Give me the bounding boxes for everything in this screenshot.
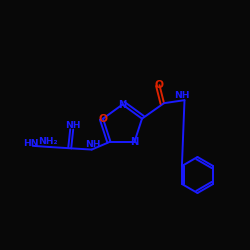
Text: NH: NH [85, 140, 100, 149]
Text: O: O [98, 114, 108, 124]
Text: N: N [118, 100, 127, 110]
Text: NH₂: NH₂ [38, 137, 58, 146]
Text: N: N [130, 136, 139, 146]
Text: NH: NH [66, 121, 81, 130]
Text: HN: HN [23, 139, 38, 148]
Text: NH: NH [174, 91, 189, 100]
Text: O: O [155, 80, 164, 90]
